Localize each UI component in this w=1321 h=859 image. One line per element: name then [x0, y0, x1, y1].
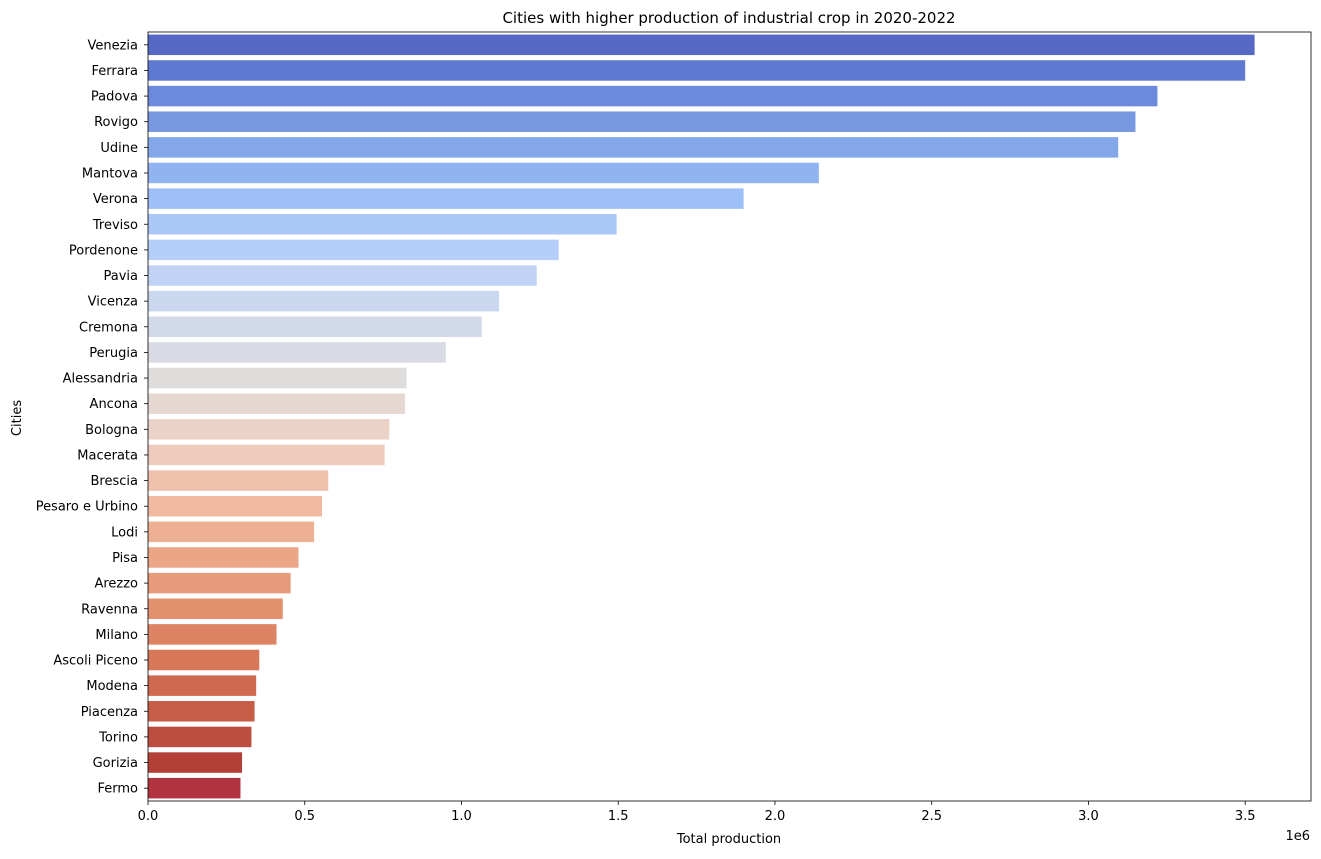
- bar: [148, 188, 744, 209]
- y-tick-label: Piacenza: [81, 705, 138, 720]
- chart-title: Cities with higher production of industr…: [502, 9, 955, 27]
- y-tick-label: Alessandria: [63, 372, 138, 387]
- bar: [148, 367, 407, 389]
- y-tick-label: Pavia: [104, 269, 139, 284]
- bar: [148, 495, 322, 517]
- bars-layer: [148, 34, 1255, 799]
- y-tick-label: Bologna: [85, 423, 138, 438]
- y-tick-label: Brescia: [91, 474, 138, 489]
- y-tick-label: Arezzo: [94, 577, 138, 592]
- bar: [148, 162, 819, 184]
- x-tick-label: 1.5: [608, 809, 629, 824]
- y-axis-label: Cities: [10, 400, 25, 436]
- x-tick-label: 1.0: [451, 809, 472, 824]
- x-tick-label: 2.0: [765, 809, 786, 824]
- x-axis-scale-note: 1e6: [1285, 829, 1310, 844]
- bar: [148, 572, 291, 594]
- x-tick-label: 0.0: [138, 809, 159, 824]
- bar: [148, 649, 260, 671]
- bar: [148, 624, 277, 645]
- bar: [148, 726, 252, 748]
- y-tick-label: Torino: [98, 730, 138, 745]
- y-tick-label: Venezia: [87, 38, 138, 53]
- x-axis-label: Total production: [676, 832, 781, 847]
- y-tick-label: Pesaro e Urbino: [36, 500, 138, 515]
- bar: [148, 290, 500, 312]
- y-tick-label: Treviso: [92, 218, 138, 233]
- y-tick-label: Ascoli Piceno: [53, 654, 138, 669]
- bar: [148, 239, 559, 261]
- y-tick-label: Ancona: [90, 397, 138, 412]
- bar: [148, 419, 390, 440]
- bar: [148, 777, 241, 799]
- plot-frame: [147, 31, 1312, 802]
- bar: [148, 521, 315, 543]
- bar: [148, 111, 1136, 132]
- y-tick-label: Ravenna: [81, 602, 138, 617]
- y-tick-label: Perugia: [89, 346, 138, 361]
- y-tick-label: Lodi: [111, 525, 138, 540]
- y-tick-label: Pisa: [112, 551, 138, 566]
- bar: [148, 213, 617, 235]
- y-tick-label: Mantova: [82, 166, 138, 181]
- y-tick-label: Padova: [91, 90, 138, 105]
- y-tick-label: Verona: [93, 192, 138, 207]
- y-tick-label: Milano: [95, 628, 138, 643]
- bar: [148, 265, 537, 286]
- bar: [148, 598, 283, 620]
- y-tick-label: Modena: [86, 679, 138, 694]
- y-tick-label: Pordenone: [69, 243, 138, 258]
- x-tick-labels: 0.0 0.5 1.0 1.5 2.0 2.5 3.0 3.5: [138, 801, 1256, 824]
- bar: [148, 137, 1119, 158]
- bar: [148, 316, 482, 338]
- bar: [148, 85, 1158, 107]
- bar: [148, 444, 385, 466]
- y-tick-label: Rovigo: [94, 115, 138, 130]
- y-tick-label: Cremona: [79, 320, 138, 335]
- bar: [148, 675, 257, 696]
- bar: [148, 60, 1246, 81]
- bar: [148, 752, 243, 773]
- x-tick-label: 0.5: [294, 809, 315, 824]
- bar: [148, 470, 329, 491]
- bar: [148, 34, 1255, 56]
- y-tick-labels: Venezia Ferrara Padova Rovigo Udine Mantova Ve…: [36, 38, 148, 797]
- bar: [148, 701, 255, 722]
- y-tick-label: Udine: [100, 141, 138, 156]
- y-tick-label: Ferrara: [91, 64, 138, 79]
- y-tick-label: Vicenza: [88, 295, 138, 310]
- plot-border: [147, 31, 1312, 802]
- x-tick-label: 3.0: [1078, 809, 1099, 824]
- bar: [148, 547, 299, 568]
- y-tick-label: Fermo: [98, 782, 139, 797]
- bar: [148, 342, 446, 363]
- x-tick-label: 2.5: [921, 809, 942, 824]
- y-tick-label: Gorizia: [93, 756, 138, 771]
- bar: [148, 393, 406, 414]
- y-tick-label: Macerata: [77, 448, 138, 463]
- x-tick-label: 3.5: [1235, 809, 1256, 824]
